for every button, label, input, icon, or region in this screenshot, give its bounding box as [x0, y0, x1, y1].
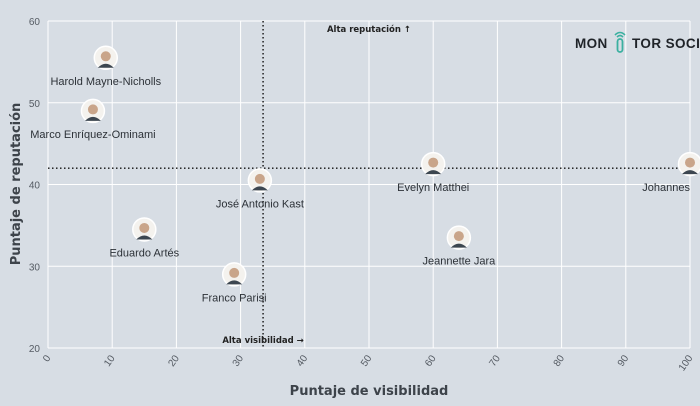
axis-ticks: 0 10 20 30 40 50 60 70 80 90 100 20 30 40 50 60	[29, 17, 696, 373]
x-tick-label: 40	[295, 353, 311, 369]
data-point: Johannes	[642, 151, 700, 194]
point-label: Johannes	[642, 182, 690, 194]
x-tick-label: 70	[487, 353, 503, 369]
annotations: Alta reputación ↑ Alta visibilidad →	[222, 24, 411, 346]
avatar-face	[229, 267, 240, 278]
reference-lines	[48, 21, 690, 348]
x-tick-label: 0	[41, 353, 53, 364]
avatar-face	[100, 51, 111, 62]
avatar-face	[428, 157, 439, 168]
y-tick-label: 30	[29, 262, 41, 273]
data-points: Harold Mayne-Nicholls Marco Enríquez-Omin…	[30, 45, 700, 304]
avatar-body	[226, 280, 243, 285]
signal-icon	[614, 31, 626, 53]
avatar-body	[97, 63, 114, 68]
point-label: Jeannette Jara	[422, 256, 496, 268]
point-label: Eduardo Artés	[109, 247, 179, 259]
point-label: José Antonio Kast	[216, 198, 304, 210]
logo-text-left: MON	[575, 36, 608, 51]
y-tick-label: 40	[29, 181, 41, 192]
point-label: Evelyn Matthei	[397, 182, 469, 194]
avatar-body	[682, 170, 698, 175]
avatar-body	[84, 116, 101, 121]
avatar-face	[453, 231, 464, 242]
x-axis-title: Puntaje de visibilidad	[290, 384, 449, 399]
x-tick-label: 100	[677, 353, 696, 373]
x-tick-label: 30	[231, 353, 247, 369]
data-point: José Antonio Kast	[216, 168, 304, 210]
monitor-social-logo: MON TOR SOCIAL	[575, 30, 700, 54]
grid	[47, 20, 691, 349]
x-tick-label: 50	[359, 353, 375, 369]
chart-annotation: Alta visibilidad →	[222, 336, 304, 346]
point-label: Harold Mayne-Nicholls	[50, 76, 161, 88]
y-tick-label: 50	[29, 99, 41, 110]
data-point: Franco Parisi	[202, 262, 267, 304]
y-axis-title: Puntaje de reputación	[9, 103, 24, 266]
data-point: Evelyn Matthei	[397, 151, 469, 194]
x-tick-label: 80	[552, 353, 568, 369]
avatar-body	[251, 186, 268, 191]
x-tick-label: 10	[102, 353, 118, 369]
avatar-body	[450, 243, 467, 248]
avatar-face	[87, 104, 98, 115]
y-tick-label: 60	[29, 17, 41, 28]
avatar-body	[425, 170, 442, 175]
avatar-face	[685, 157, 695, 168]
x-tick-label: 20	[166, 353, 182, 369]
y-tick-label: 20	[29, 344, 41, 355]
x-tick-label: 60	[423, 353, 439, 369]
data-point: Harold Mayne-Nicholls	[50, 45, 162, 88]
x-tick-label: 90	[616, 353, 632, 369]
data-point: Jeannette Jara	[422, 225, 496, 268]
chart-annotation: Alta reputación ↑	[327, 24, 411, 35]
avatar-face	[254, 173, 265, 184]
point-label: Marco Enríquez-Ominami	[30, 129, 155, 141]
avatar-body	[136, 235, 153, 240]
data-point: Marco Enríquez-Ominami	[30, 98, 156, 141]
avatar-face	[139, 222, 150, 233]
logo-text-right: TOR SOCIAL	[632, 36, 700, 51]
data-point: Eduardo Artés	[109, 217, 180, 259]
point-label: Franco Parisi	[202, 292, 267, 304]
